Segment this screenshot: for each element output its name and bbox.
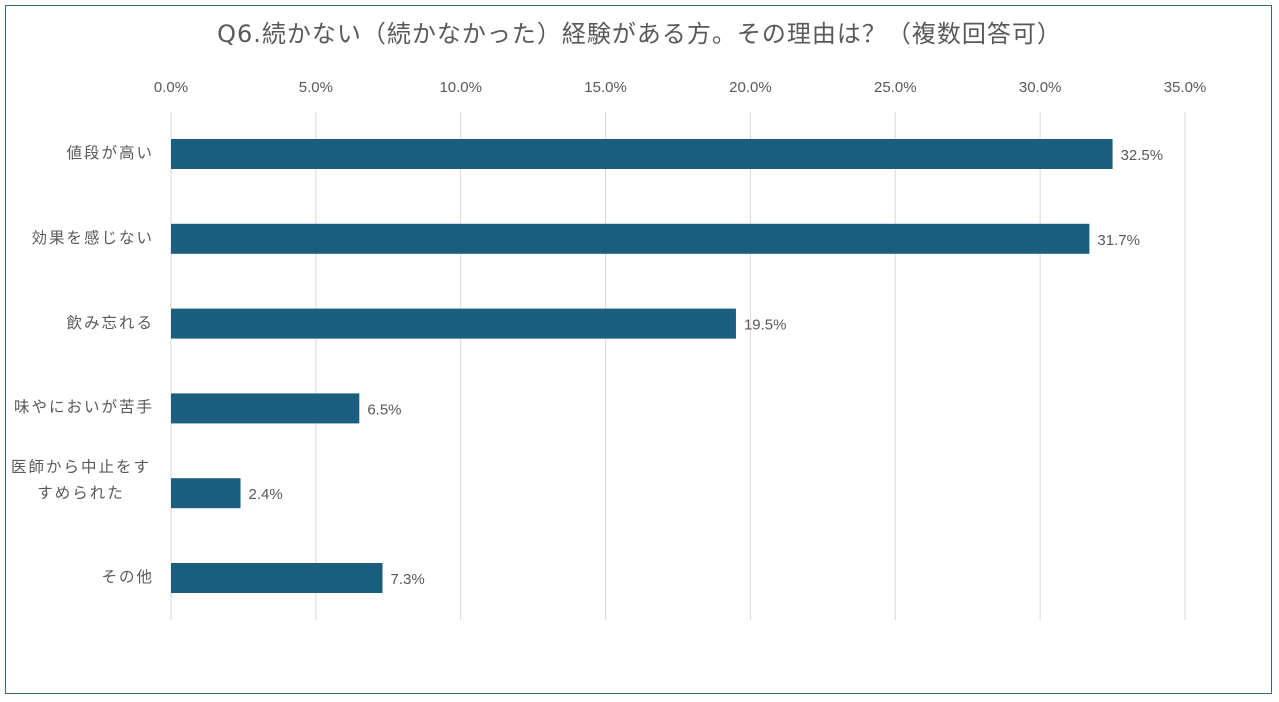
category-label: 効果を感じない — [31, 228, 154, 247]
x-tick-label: 35.0% — [1164, 79, 1207, 96]
bar — [171, 478, 241, 509]
category-label: その他 — [101, 568, 154, 586]
chart-frame — [5, 5, 1272, 694]
x-tick-label: 25.0% — [874, 79, 917, 96]
bar — [171, 139, 1113, 169]
bar — [171, 393, 360, 424]
x-tick-label: 5.0% — [299, 79, 333, 96]
data-label: 32.5% — [1121, 147, 1164, 164]
category-label: 飲み忘れる — [66, 313, 154, 332]
bar — [171, 308, 736, 339]
bar — [171, 563, 383, 593]
data-label: 19.5% — [744, 317, 787, 334]
category-label: 値段が高い — [66, 144, 154, 162]
x-tick-label: 0.0% — [154, 79, 188, 96]
bar — [171, 223, 1090, 254]
data-label: 31.7% — [1097, 232, 1140, 249]
chart-title: Q6.続かない（続かなかった）経験がある方。その理由は？（複数回答可） — [217, 20, 1062, 48]
category-label: 味やにおいが苦手 — [13, 398, 154, 417]
x-tick-label: 15.0% — [584, 79, 627, 96]
category-label: 医師から中止をすすめられた — [10, 458, 151, 503]
x-tick-label: 10.0% — [439, 79, 482, 96]
x-tick-label: 30.0% — [1019, 79, 1062, 96]
data-label: 6.5% — [367, 401, 401, 418]
data-label: 7.3% — [390, 571, 424, 588]
x-tick-label: 20.0% — [729, 79, 772, 96]
data-label: 2.4% — [249, 486, 283, 503]
